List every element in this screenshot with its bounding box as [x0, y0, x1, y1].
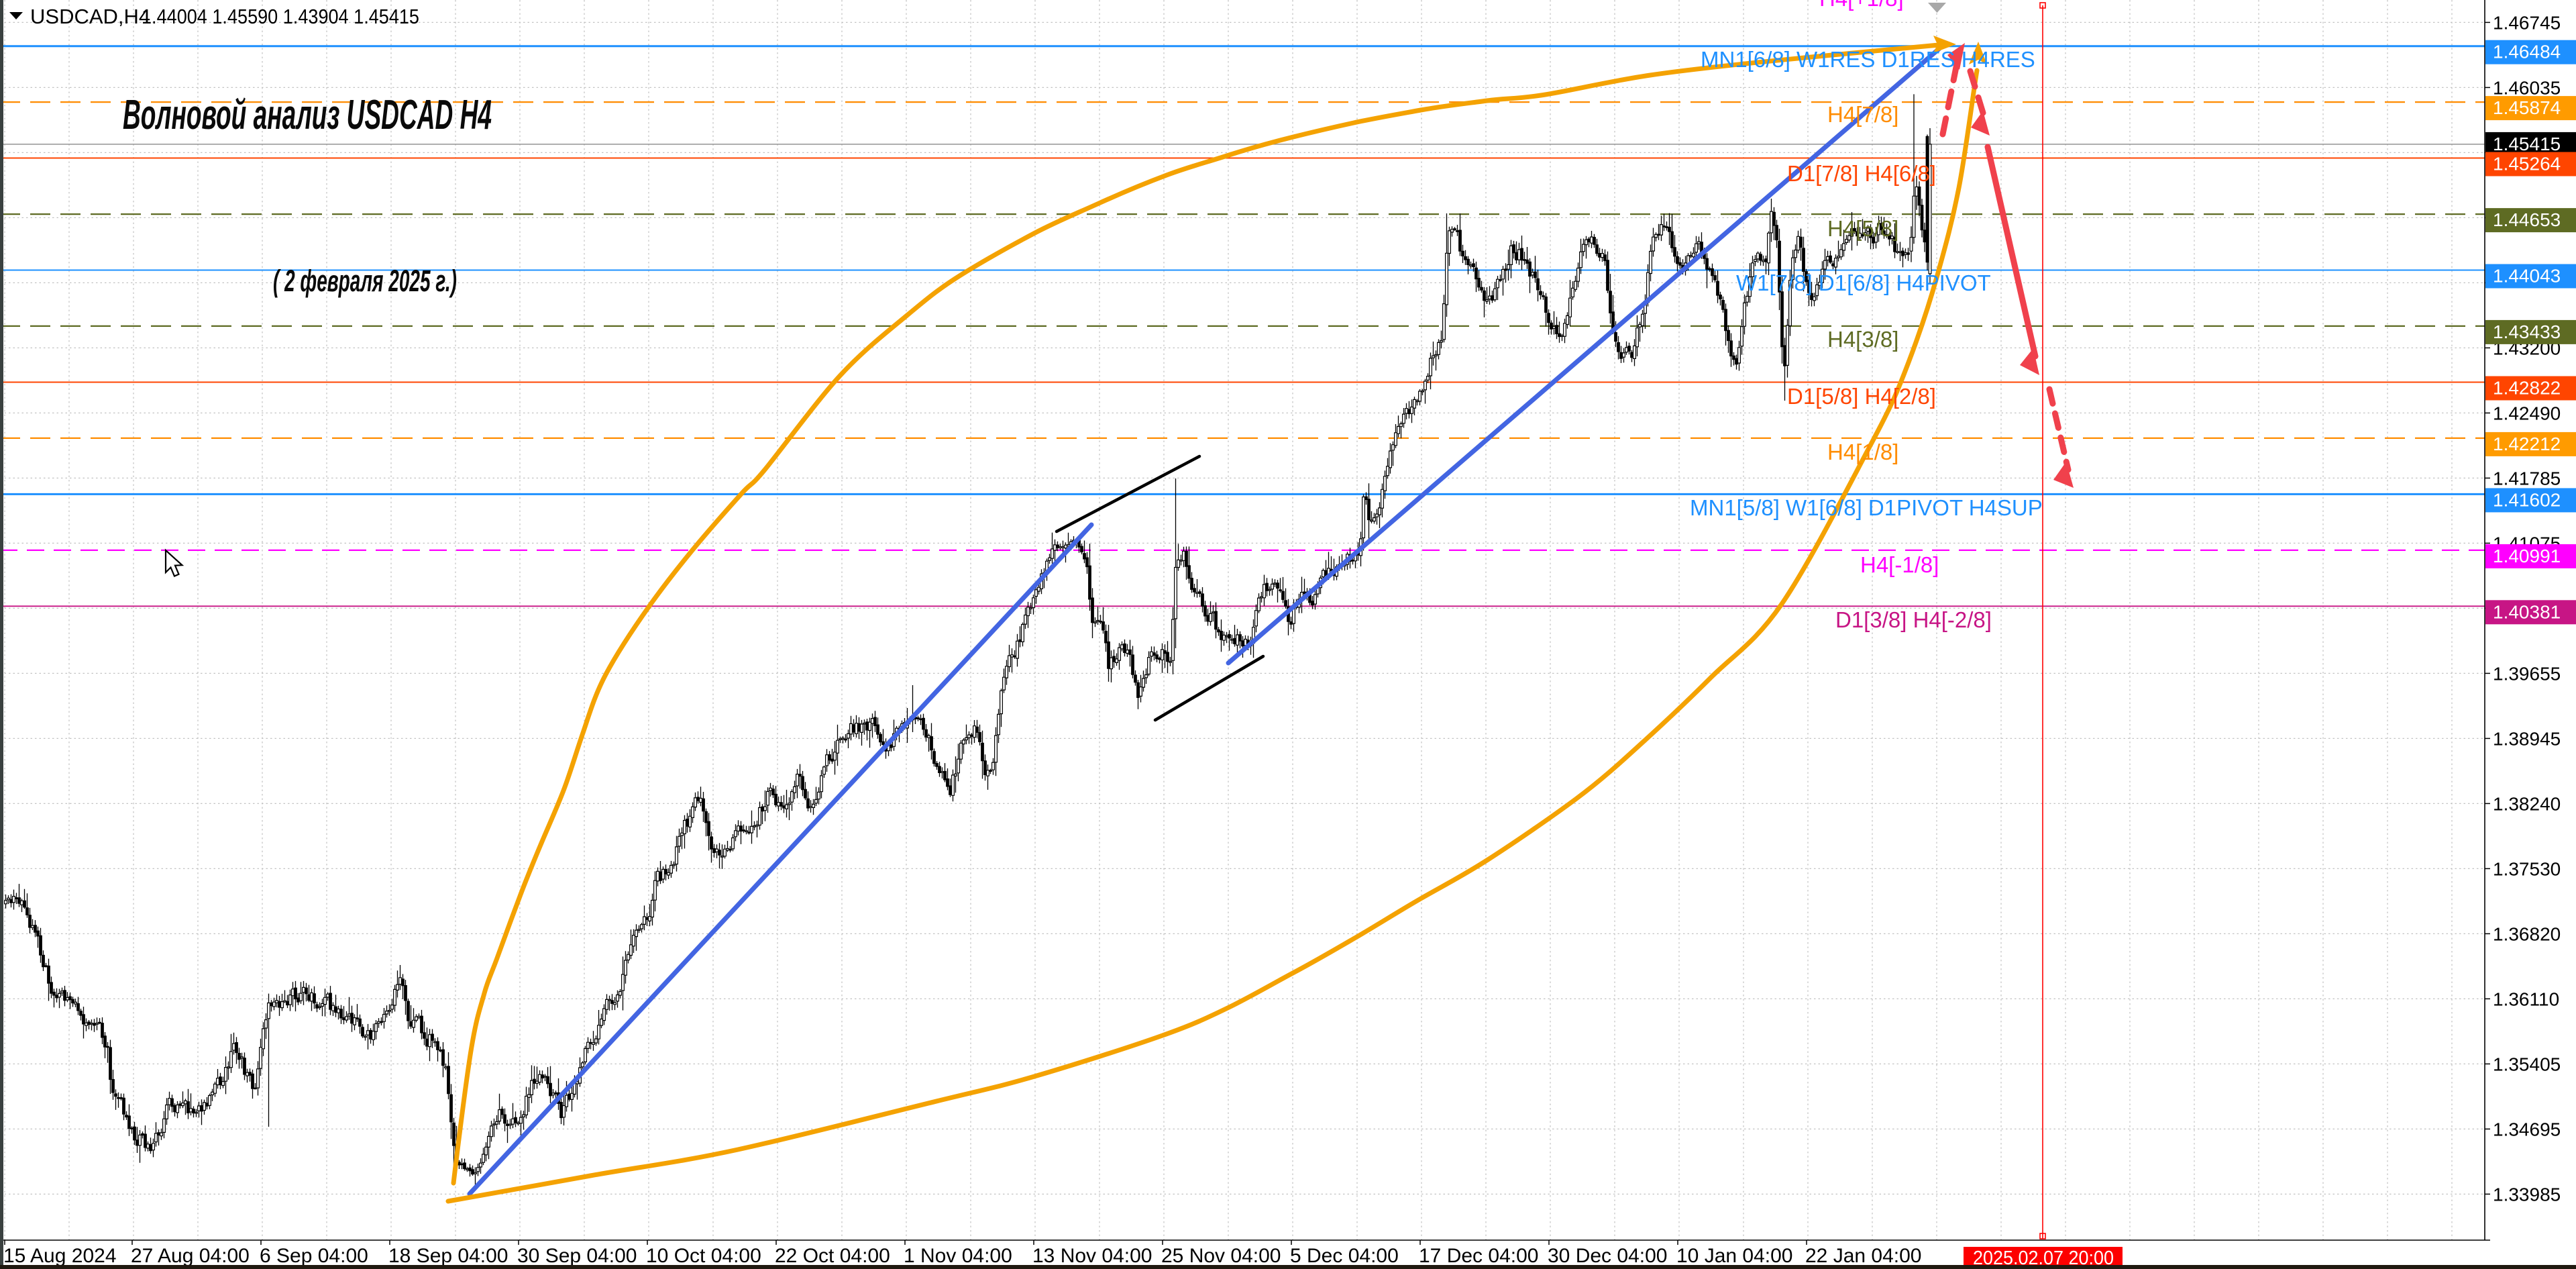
- svg-text:27 Aug 04:00: 27 Aug 04:00: [131, 1245, 250, 1267]
- svg-text:MN1[6/8] W1RES D1RES H4RES: MN1[6/8] W1RES D1RES H4RES: [1701, 47, 2035, 72]
- svg-text:1.36820: 1.36820: [2493, 923, 2561, 944]
- svg-text:1.40991: 1.40991: [2493, 546, 2561, 566]
- svg-text:1.42490: 1.42490: [2493, 403, 2561, 423]
- svg-text:22 Oct 04:00: 22 Oct 04:00: [775, 1245, 890, 1267]
- svg-text:1.38240: 1.38240: [2493, 793, 2561, 814]
- svg-text:1.37530: 1.37530: [2493, 858, 2561, 879]
- svg-text:25 Nov 04:00: 25 Nov 04:00: [1161, 1245, 1281, 1267]
- svg-text:H4[1/8]: H4[1/8]: [1827, 440, 1898, 464]
- svg-text:1.36110: 1.36110: [2493, 988, 2559, 1009]
- svg-text:H4[7/8]: H4[7/8]: [1827, 102, 1898, 127]
- svg-text:22 Jan 04:00: 22 Jan 04:00: [1805, 1245, 1921, 1267]
- svg-text:MN1[5/8] W1[6/8] D1PIVOT H4SUP: MN1[5/8] W1[6/8] D1PIVOT H4SUP: [1690, 495, 2043, 520]
- svg-text:1.46484: 1.46484: [2493, 42, 2561, 62]
- svg-text:1.41602: 1.41602: [2493, 489, 2561, 510]
- svg-text:30 Sep 04:00: 30 Sep 04:00: [517, 1245, 637, 1267]
- svg-text:1.44653: 1.44653: [2493, 209, 2561, 230]
- svg-text:H4[+1/8]: H4[+1/8]: [1819, 0, 1904, 11]
- svg-text:H4[-1/8]: H4[-1/8]: [1860, 552, 1939, 577]
- svg-text:1.46745: 1.46745: [2493, 12, 2561, 33]
- svg-text:H4[5/8]: H4[5/8]: [1827, 216, 1898, 241]
- svg-text:( 2 февраля 2025 г.): ( 2 февраля 2025 г.): [273, 264, 457, 298]
- svg-text:1.45415: 1.45415: [2493, 134, 2561, 154]
- svg-text:13 Nov 04:00: 13 Nov 04:00: [1032, 1245, 1152, 1267]
- svg-text:1.35405: 1.35405: [2493, 1054, 2561, 1074]
- svg-text:1 Nov 04:00: 1 Nov 04:00: [904, 1245, 1012, 1267]
- svg-text:5 Dec 04:00: 5 Dec 04:00: [1290, 1245, 1399, 1267]
- svg-text:Волновой анализ USDCAD Н4: Волновой анализ USDCAD Н4: [123, 92, 492, 138]
- svg-text:1.44043: 1.44043: [2493, 266, 2561, 287]
- svg-text:1.42822: 1.42822: [2493, 378, 2561, 399]
- svg-text:1.39655: 1.39655: [2493, 663, 2561, 684]
- svg-text:H4[3/8]: H4[3/8]: [1827, 327, 1898, 352]
- svg-text:17 Dec 04:00: 17 Dec 04:00: [1419, 1245, 1538, 1267]
- svg-text:1.40381: 1.40381: [2493, 601, 2561, 622]
- svg-text:1.38945: 1.38945: [2493, 728, 2561, 749]
- svg-text:D1[7/8] H4[6/8]: D1[7/8] H4[6/8]: [1787, 161, 1936, 186]
- svg-text:1.45264: 1.45264: [2493, 154, 2561, 174]
- svg-text:15 Aug 2024: 15 Aug 2024: [3, 1245, 117, 1267]
- svg-text:1.34695: 1.34695: [2493, 1119, 2561, 1139]
- svg-text:30 Dec 04:00: 30 Dec 04:00: [1548, 1245, 1667, 1267]
- svg-text:1.46035: 1.46035: [2493, 77, 2561, 98]
- svg-text:W1[7/8] D1[6/8] H4PIVOT: W1[7/8] D1[6/8] H4PIVOT: [1736, 270, 1991, 295]
- svg-text:1.43433: 1.43433: [2493, 321, 2561, 342]
- svg-text:10 Oct 04:00: 10 Oct 04:00: [646, 1245, 761, 1267]
- svg-text:D1[5/8] H4[2/8]: D1[5/8] H4[2/8]: [1787, 384, 1936, 409]
- svg-text:1.45874: 1.45874: [2493, 97, 2561, 118]
- svg-text:18 Sep 04:00: 18 Sep 04:00: [388, 1245, 508, 1267]
- svg-text:10 Jan 04:00: 10 Jan 04:00: [1676, 1245, 1792, 1267]
- svg-text:USDCAD,H4: USDCAD,H4: [30, 5, 150, 28]
- svg-text:6 Sep 04:00: 6 Sep 04:00: [260, 1245, 368, 1267]
- svg-text:1.41785: 1.41785: [2493, 468, 2561, 489]
- svg-text:1.42212: 1.42212: [2493, 434, 2561, 454]
- svg-text:1.33985: 1.33985: [2493, 1184, 2561, 1205]
- svg-text:1.44004 1.45590 1.43904 1.4541: 1.44004 1.45590 1.43904 1.45415: [142, 5, 419, 28]
- svg-text:D1[3/8] H4[-2/8]: D1[3/8] H4[-2/8]: [1835, 607, 1992, 632]
